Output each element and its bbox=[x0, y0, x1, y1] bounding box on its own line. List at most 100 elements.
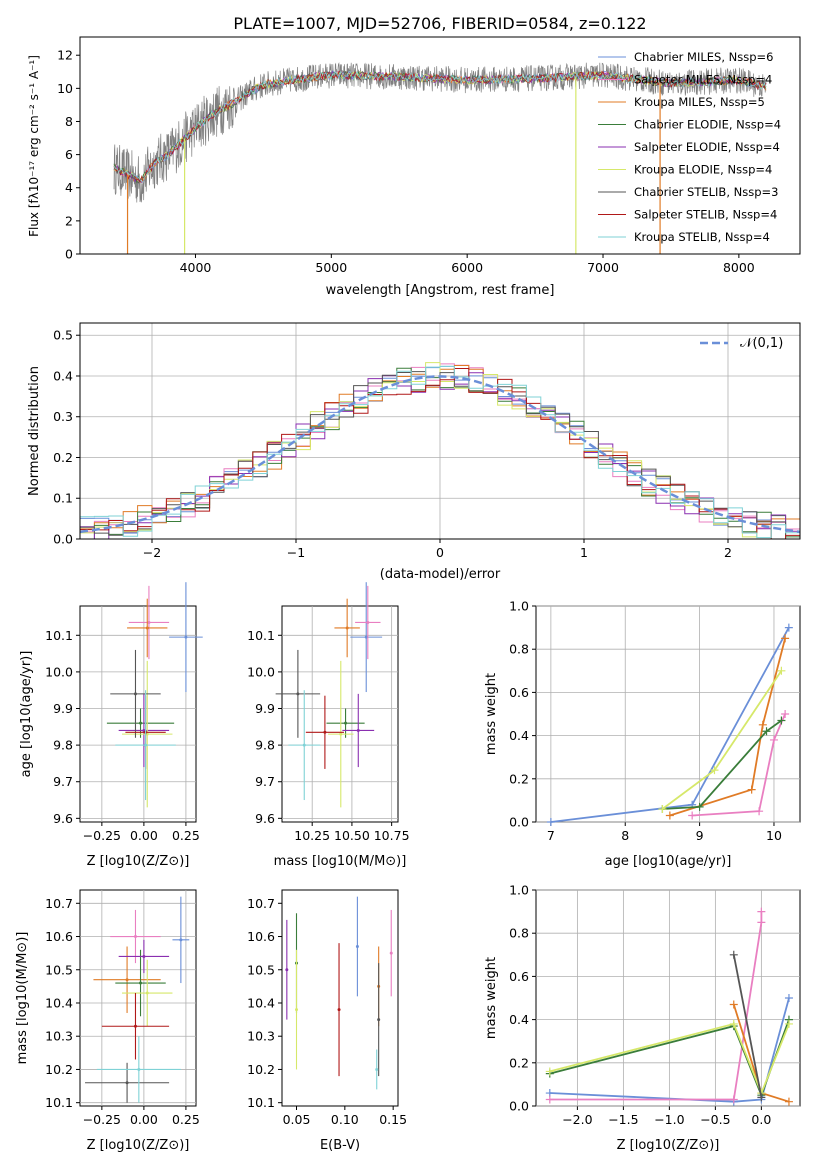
p7-ytick-label: 10.2 bbox=[247, 1062, 275, 1077]
point-marker bbox=[133, 935, 137, 939]
mass-weight-marker bbox=[747, 785, 756, 794]
residual-xtick-label: −2 bbox=[143, 545, 161, 560]
point-marker bbox=[344, 721, 348, 725]
spectrum-model-line bbox=[113, 70, 767, 183]
age-mass-axes-frame bbox=[281, 605, 399, 823]
mw-age-ylabel: mass weight bbox=[484, 673, 499, 755]
residual-histograms bbox=[80, 362, 800, 539]
residual-ylabel: Normed distribution bbox=[27, 366, 42, 496]
point-marker bbox=[142, 954, 146, 958]
p3-xtick-label: −0.25 bbox=[83, 828, 121, 843]
normal-legend-label: 𝒩(0,1) bbox=[740, 336, 783, 351]
spectrum-lines bbox=[113, 62, 767, 254]
p5-ytick-label: 0.6 bbox=[509, 685, 529, 700]
point-marker bbox=[133, 692, 137, 696]
p4-ytick-label: 10.1 bbox=[247, 628, 275, 643]
mass-weight-marker bbox=[781, 634, 790, 643]
point-marker bbox=[337, 1008, 341, 1012]
mass-weight-series-line bbox=[549, 911, 763, 1101]
residual-legend: 𝒩(0,1) bbox=[700, 336, 783, 351]
point-marker bbox=[295, 1008, 298, 1012]
mass-weight-vs-metallicity-panel: Z [log10(Z/Z⊙)] mass weight −2.0 −1.5 −1.0… bbox=[484, 883, 801, 1153]
spectrum-xtick-label: 5000 bbox=[315, 260, 347, 275]
p5-xtick-label: 7 bbox=[547, 828, 555, 843]
point-marker bbox=[145, 626, 149, 630]
residual-ytick-label: 0.3 bbox=[53, 409, 73, 424]
p6-ytick-label: 10.7 bbox=[45, 896, 73, 911]
mass-z-axes-frame bbox=[79, 889, 197, 1107]
point-marker bbox=[375, 1067, 379, 1071]
point-marker bbox=[389, 951, 393, 955]
mass-ebv-axes-frame bbox=[281, 889, 399, 1107]
p8-xtick-label: −1.0 bbox=[654, 1112, 684, 1127]
point-marker bbox=[144, 743, 148, 747]
point-marker bbox=[377, 1018, 381, 1022]
legend-label: Kroupa STELIB, Nssp=4 bbox=[634, 230, 770, 244]
p3-ytick-label: 9.6 bbox=[53, 811, 73, 826]
p7-ytick-label: 10.3 bbox=[247, 1029, 275, 1044]
mass-weight-marker bbox=[757, 918, 766, 927]
mass-ebv-xlabel: E(B-V) bbox=[320, 1138, 360, 1153]
p4-xtick-label: 10.25 bbox=[294, 828, 330, 843]
spectrum-ytick-label: 12 bbox=[57, 48, 73, 63]
point-marker bbox=[364, 635, 368, 639]
mass-weight-marker bbox=[546, 818, 555, 826]
age-vs-mass-panel: mass [log10(M/M⊙)] 10.25 10.50 10.75 9.6 9.7… bbox=[247, 582, 410, 869]
mass-weight-marker bbox=[710, 766, 719, 775]
legend-label: Salpeter STELIB, Nssp=4 bbox=[634, 208, 777, 222]
p6-xtick-label: 0.25 bbox=[172, 1112, 200, 1127]
p5-ytick-label: 0.8 bbox=[509, 642, 529, 657]
mw-z-ylabel: mass weight bbox=[484, 957, 499, 1039]
mass-weight-marker bbox=[762, 727, 771, 736]
legend-label: Kroupa ELODIE, Nssp=4 bbox=[634, 163, 772, 177]
spectrum-ytick-label: 0 bbox=[65, 247, 73, 262]
mass-weight-marker bbox=[757, 907, 766, 916]
mass-weight-marker bbox=[729, 1019, 738, 1028]
point-marker bbox=[125, 1081, 129, 1085]
legend-label: Chabrier MILES, Nssp=6 bbox=[634, 50, 773, 64]
p6-ytick-label: 10.4 bbox=[45, 995, 73, 1010]
p6-xtick-label: 0.00 bbox=[130, 1112, 158, 1127]
mass-weight-marker bbox=[784, 623, 793, 632]
p6-ytick-label: 10.1 bbox=[45, 1095, 73, 1110]
spectrum-ytick-label: 8 bbox=[65, 114, 73, 129]
mass-weight-marker bbox=[757, 1093, 766, 1102]
mass-weight-marker bbox=[777, 716, 786, 725]
mass-weight-series-line bbox=[549, 1022, 790, 1096]
spectrum-ylabel: Flux [fλ10⁻¹⁷ erg cm⁻² s⁻¹ A⁻¹] bbox=[27, 55, 41, 237]
residual-axes-frame bbox=[79, 322, 801, 540]
p7-xtick-label: 0.10 bbox=[331, 1112, 359, 1127]
p8-ytick-label: 0.4 bbox=[509, 1012, 529, 1027]
mass-weight-marker bbox=[729, 1095, 738, 1104]
spectrum-plot-area: 4000 5000 6000 7000 8000 0 2 4 6 8 10 12 bbox=[57, 48, 767, 275]
mw-age-xlabel: age [log10(age/yr)] bbox=[605, 854, 732, 869]
point-marker bbox=[125, 978, 129, 982]
p8-ytick-label: 0.8 bbox=[509, 926, 529, 941]
point-marker bbox=[139, 981, 143, 985]
figure-title: PLATE=1007, MJD=52706, FIBERID=0584, z=0… bbox=[233, 14, 646, 33]
p6-ytick-label: 10.3 bbox=[45, 1029, 73, 1044]
point-marker bbox=[137, 1067, 141, 1071]
legend-label: Kroupa MILES, Nssp=5 bbox=[634, 95, 765, 109]
mass-weight-marker bbox=[695, 802, 704, 811]
age-vs-metallicity-panel: Z [log10(Z/Z⊙)] age [log10(age/yr)] −0.2… bbox=[19, 582, 203, 869]
spectrum-xtick-label: 8000 bbox=[723, 260, 755, 275]
spectrum-xtick-label: 4000 bbox=[180, 260, 212, 275]
mass-weight-marker bbox=[688, 811, 697, 820]
p4-xtick-label: 10.75 bbox=[374, 828, 410, 843]
p8-ytick-label: 0.2 bbox=[509, 1055, 529, 1070]
residual-ytick-label: 0.1 bbox=[53, 491, 73, 506]
p5-ytick-label: 0.0 bbox=[509, 815, 529, 830]
residual-ytick-label: 0.4 bbox=[53, 368, 73, 383]
legend-label: Salpeter MILES, Nssp=4 bbox=[634, 73, 772, 87]
residual-xtick-label: −1 bbox=[287, 545, 305, 560]
p5-ytick-label: 0.2 bbox=[509, 771, 529, 786]
point-marker bbox=[184, 635, 188, 639]
mass-weight-marker bbox=[758, 720, 767, 729]
p3-xtick-label: 0.25 bbox=[172, 828, 200, 843]
mass-weight-marker bbox=[781, 710, 790, 718]
p4-ytick-label: 9.8 bbox=[255, 738, 275, 753]
p8-ytick-label: 1.0 bbox=[509, 883, 529, 898]
residual-xlabel: (data-model)/error bbox=[380, 567, 501, 582]
point-marker bbox=[356, 728, 360, 732]
